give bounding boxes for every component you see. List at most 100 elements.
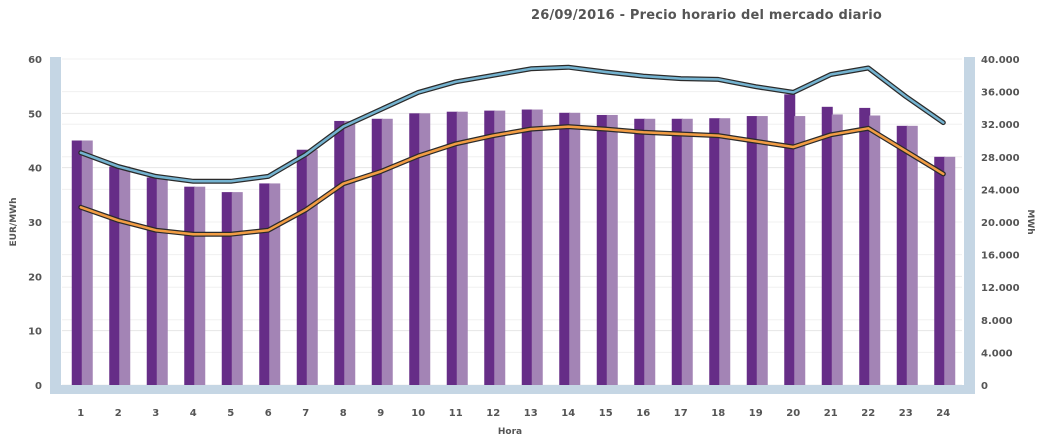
y-left-tick-label: 30 (28, 218, 42, 229)
x-tick-label: 9 (377, 408, 384, 419)
x-tick-label: 22 (861, 408, 875, 419)
bar (371, 118, 383, 386)
bar (419, 113, 431, 385)
bar (746, 116, 758, 386)
bar (269, 183, 281, 385)
bar (934, 156, 946, 385)
bar (259, 183, 271, 385)
y-right-tick-label: 24.000 (981, 185, 1020, 196)
x-tick-label: 19 (749, 408, 763, 419)
x-tick-label: 12 (486, 408, 500, 419)
axes (50, 57, 975, 394)
y-right-tick-label: 4.000 (981, 348, 1013, 359)
x-tick-label: 14 (561, 408, 575, 419)
x-tick-label: 15 (599, 408, 613, 419)
x-tick-label: 20 (786, 408, 800, 419)
x-tick-label: 8 (340, 408, 347, 419)
bar (634, 118, 646, 386)
bar (859, 107, 871, 386)
bar (71, 140, 83, 385)
x-tick-label: 5 (227, 408, 234, 419)
bar (719, 118, 731, 386)
x-tick-label: 3 (152, 408, 159, 419)
bar (409, 113, 421, 385)
x-axis-label: Hora (498, 427, 522, 437)
y-left-tick-label: 60 (28, 55, 42, 66)
y-left-tick-label: 50 (28, 109, 42, 120)
x-tick-label: 6 (265, 408, 272, 419)
bar (456, 111, 468, 385)
bar (521, 109, 533, 385)
bar (156, 177, 168, 385)
line-series-group (78, 64, 946, 237)
bar (119, 166, 131, 385)
bar (334, 120, 346, 385)
bar (531, 109, 543, 385)
x-tick-label: 23 (899, 408, 913, 419)
bar (784, 94, 796, 386)
x-tick-label: 17 (674, 408, 688, 419)
bar (944, 156, 956, 385)
bar (184, 186, 196, 385)
x-axis-rail (50, 385, 975, 394)
series-line (79, 125, 945, 236)
y-right-tick-label: 28.000 (981, 153, 1020, 164)
bar (709, 118, 721, 386)
bar (896, 125, 908, 385)
tick-labels: 0 10 20 30 40 50 60 0 4.000 8.000 12.000 16.000 20.0… (28, 55, 1020, 419)
y-left-tick-label: 0 (35, 381, 42, 392)
x-tick-label: 16 (636, 408, 650, 419)
x-tick-label: 21 (824, 408, 838, 419)
y-right-tick-label: 32.000 (981, 120, 1020, 131)
y-left-tick-label: 40 (28, 164, 42, 175)
bar (296, 149, 308, 385)
bar (344, 120, 356, 385)
x-tick-label: 13 (524, 408, 538, 419)
bar (569, 112, 581, 385)
y-right-tick-label: 36.000 (981, 88, 1020, 99)
x-tick-label: 24 (936, 408, 950, 419)
series-line (79, 65, 945, 183)
bar (644, 118, 656, 386)
y-right-tick-label: 12.000 (981, 283, 1020, 294)
bar (306, 149, 318, 385)
bar (194, 186, 206, 385)
y-right-tick-label: 0 (981, 381, 988, 392)
y-left-tick-label: 10 (28, 327, 42, 338)
bar (821, 106, 833, 386)
bar (81, 140, 93, 385)
bar (794, 116, 806, 386)
bar (756, 116, 768, 386)
x-tick-label: 4 (190, 408, 197, 419)
bar (146, 177, 158, 385)
y-axis-left-label: EUR/MWh (9, 198, 19, 247)
bar (869, 115, 881, 386)
bar (381, 118, 393, 386)
bar (221, 192, 233, 385)
x-tick-label: 10 (411, 408, 425, 419)
bar (671, 118, 683, 386)
y-right-tick-label: 20.000 (981, 218, 1020, 229)
bar (446, 111, 458, 385)
bar (906, 125, 918, 385)
bar-series-group (71, 94, 956, 386)
x-tick-label: 18 (711, 408, 725, 419)
bar (559, 112, 571, 385)
x-tick-label: 7 (302, 408, 309, 419)
y-right-tick-label: 8.000 (981, 316, 1013, 327)
y-left-tick-label: 20 (28, 272, 42, 283)
bar (494, 110, 506, 385)
x-tick-label: 2 (115, 408, 122, 419)
bar (831, 114, 843, 386)
chart-title: 26/09/2016 - Precio horario del mercado … (530, 8, 883, 23)
bar (484, 110, 496, 385)
bar (231, 192, 243, 385)
x-tick-label: 1 (77, 408, 84, 419)
bar (596, 114, 608, 386)
x-tick-label: 11 (449, 408, 463, 419)
y-axis-right-rail (964, 57, 975, 387)
bar (681, 118, 693, 386)
y-axis-right-label: MWh (1025, 209, 1035, 234)
bar (109, 166, 121, 385)
